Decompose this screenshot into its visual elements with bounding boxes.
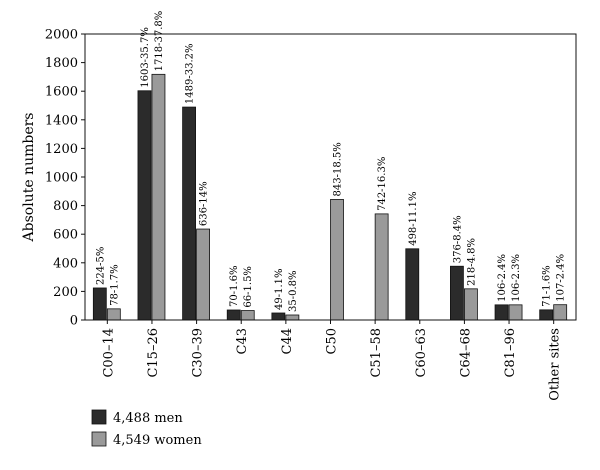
data-label: 376-8.4% [452, 215, 463, 263]
x-tick-label: C15–26 [146, 328, 161, 378]
bar-men [182, 106, 196, 321]
x-tick-label: C51–58 [369, 328, 384, 378]
bar-women [330, 199, 344, 321]
data-label: 71-1.6% [542, 265, 553, 307]
y-tick-label: 1600 [45, 85, 78, 100]
legend-label-men: 4,488 men [113, 411, 183, 426]
data-label: 1603-35.7% [140, 27, 151, 88]
legend-swatch-women [91, 431, 107, 447]
bar-men [137, 90, 152, 321]
data-label: 49-1.1% [274, 268, 285, 310]
x-tick-label: C43 [235, 328, 250, 355]
bar-men [405, 248, 420, 321]
y-tick-label: 400 [53, 256, 78, 271]
data-label: 742-16.3% [377, 157, 388, 211]
y-tick-label: 600 [53, 228, 78, 243]
data-label: 66-1.5% [243, 266, 254, 308]
bar-men [494, 304, 509, 321]
data-label: 106-2.3% [511, 254, 522, 302]
bar-women [151, 73, 166, 321]
bar-women [240, 310, 255, 321]
y-tick-label: 800 [53, 199, 78, 214]
x-tick-label: C44 [280, 328, 295, 355]
data-label: 35-0.8% [288, 270, 299, 312]
bar-women [106, 308, 121, 321]
y-tick-label: 1200 [45, 142, 78, 157]
bar-men [539, 309, 554, 321]
bar-women [374, 213, 389, 321]
data-label: 224-5% [95, 247, 106, 285]
data-label: 1718-37.8% [154, 11, 165, 72]
data-label: 78-1.7% [109, 264, 120, 306]
data-label: 636-14% [199, 181, 210, 226]
x-tick-label: Other sites [548, 328, 563, 401]
x-tick-label: C50 [325, 328, 340, 355]
bar-women [464, 288, 478, 321]
x-tick-label: C64–68 [458, 328, 473, 378]
axes-group: 0 200 400 600 800 1000 1200 1400 1600 1800 2000 C00… [45, 28, 577, 401]
x-tick-label: C30–39 [191, 328, 206, 378]
y-tick-label: 1400 [45, 113, 78, 128]
data-label: 498-11.1% [408, 192, 419, 246]
data-label: 218-4.8% [466, 238, 477, 286]
y-tick-label: 1800 [45, 56, 78, 71]
bar-men [226, 309, 241, 321]
legend: 4,488 men 4,549 women [91, 409, 202, 448]
bar-women [508, 304, 523, 321]
y-tick-label: 2000 [45, 28, 78, 43]
data-label: 107-2.4% [556, 254, 567, 302]
bars-group: 224-5% 78-1.7% 1603-35.7% 1718-37.8% 1489-33… [92, 11, 568, 321]
bar-women [285, 314, 300, 321]
bar-women [196, 228, 210, 321]
data-label: 106-2.4% [497, 254, 508, 302]
x-tick-label: C81–96 [503, 328, 518, 378]
legend-swatch-men [91, 409, 107, 425]
y-tick-label: 0 [70, 314, 78, 329]
data-label: 1489-33.2% [185, 43, 196, 104]
data-label: 843-18.5% [333, 142, 344, 196]
bar-women [553, 304, 568, 321]
y-tick-label: 200 [53, 285, 78, 300]
y-tick-label: 1000 [45, 171, 78, 186]
bar-men [450, 265, 464, 321]
x-tick-label: C00–14 [101, 328, 116, 378]
bar-men [271, 312, 286, 321]
y-axis-title: Absolute numbers [21, 113, 37, 243]
x-tick-label: C60–63 [414, 328, 429, 378]
legend-label-women: 4,549 women [113, 433, 202, 448]
data-label: 70-1.6% [229, 265, 240, 307]
bar-men [92, 287, 107, 321]
